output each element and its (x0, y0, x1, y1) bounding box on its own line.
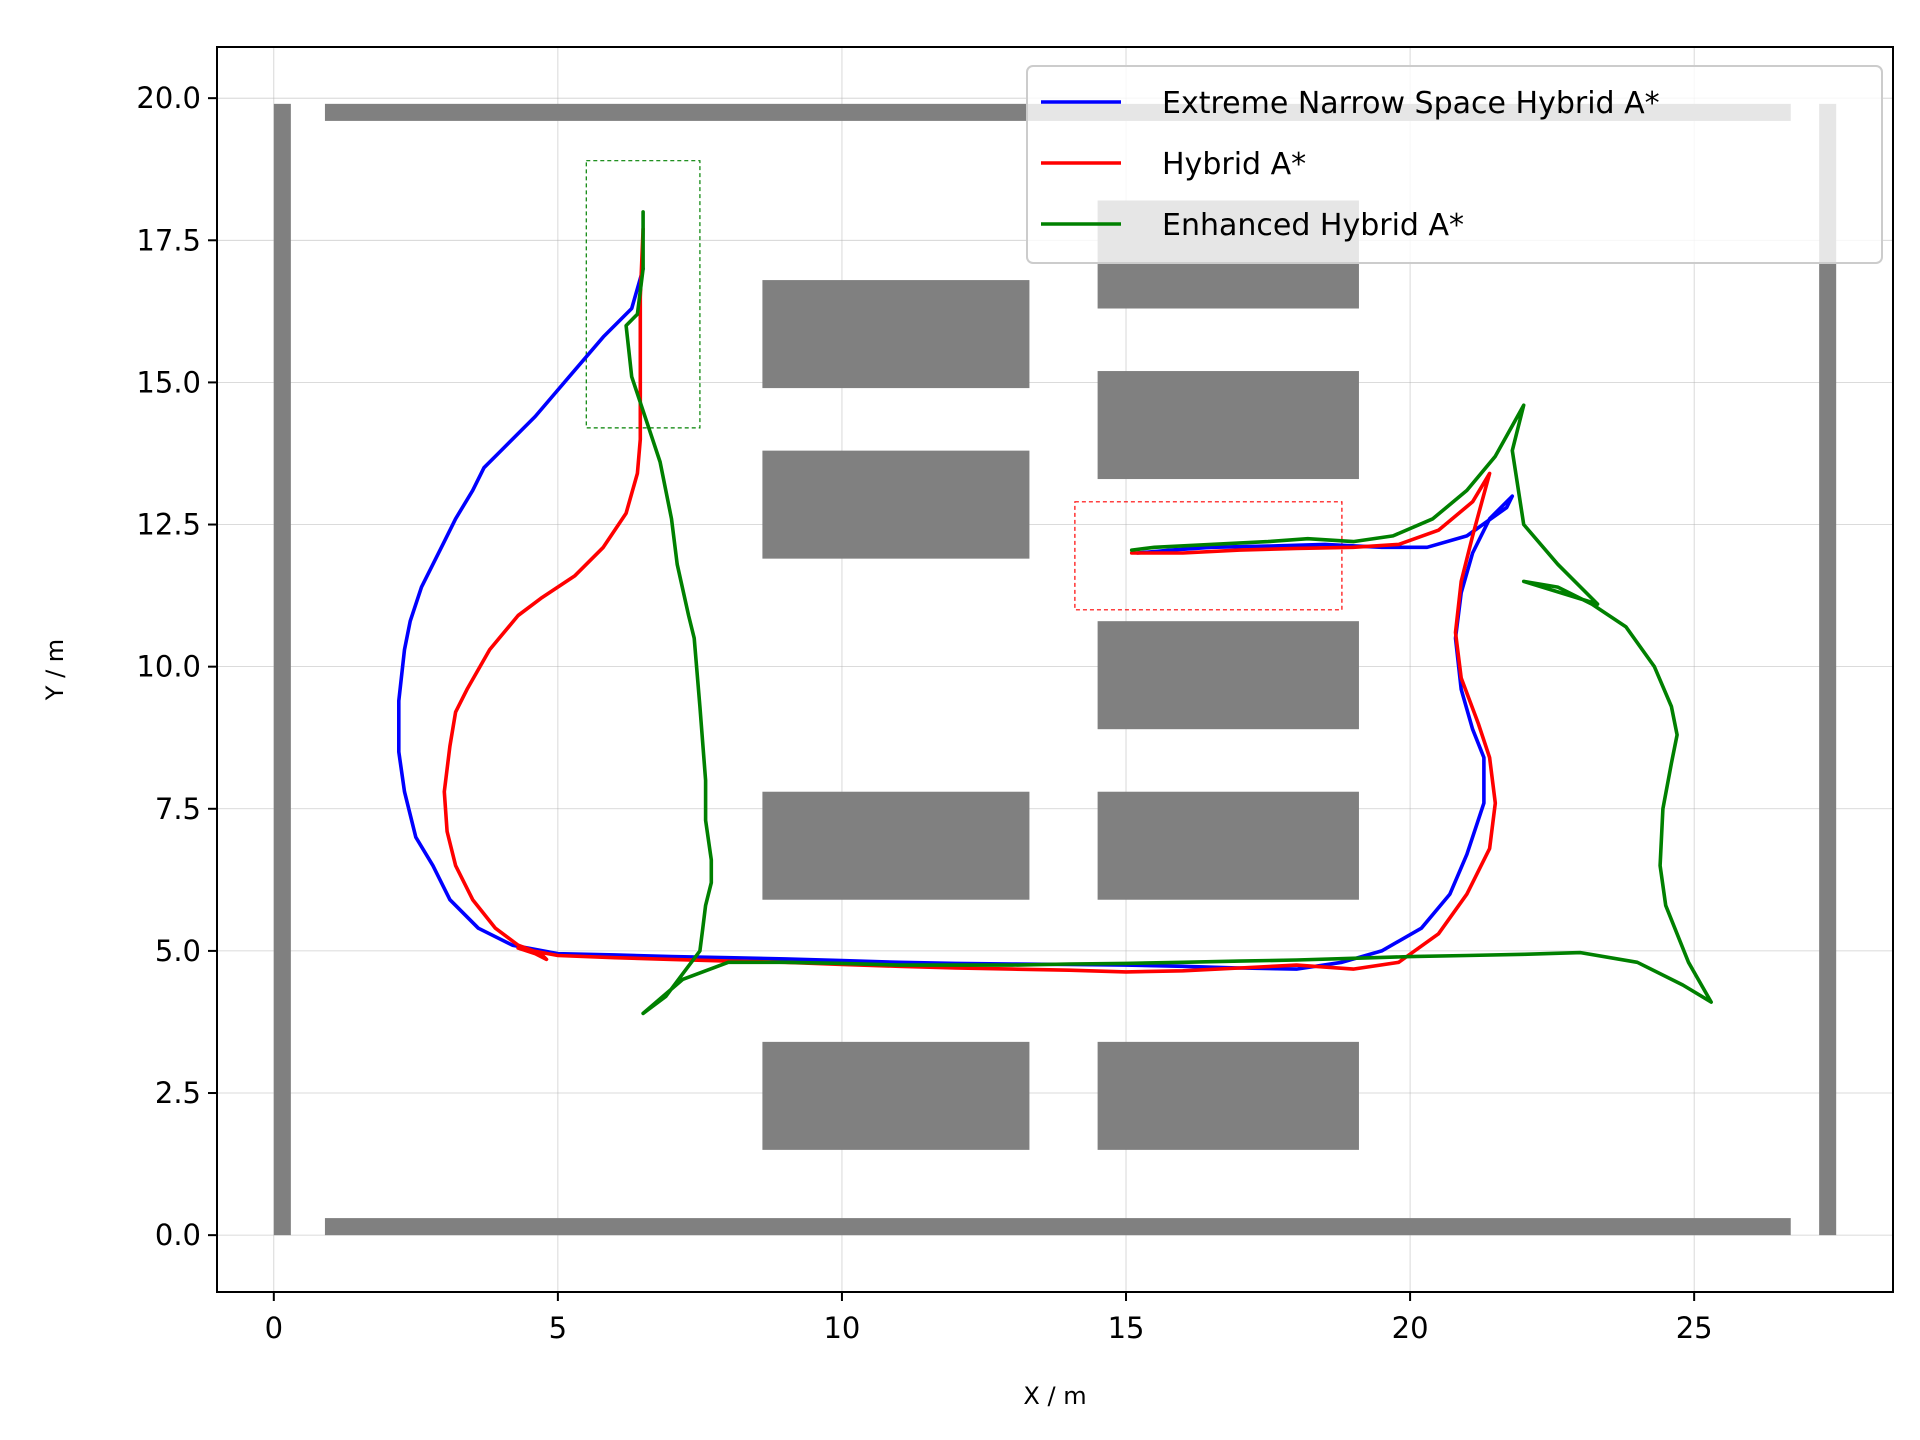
series-line (624, 210, 1713, 1016)
ticks: 0 5 10 15 20 25 0.0 2.5 5.0 7.5 10.0 12.5 15.0 17.5 20… (136, 81, 1712, 1345)
y-tick-label: 20.0 (136, 81, 201, 115)
legend-label: Extreme Narrow Space Hybrid A* (1162, 86, 1660, 121)
obstacle (762, 791, 1030, 900)
x-tick-label: 25 (1676, 1311, 1713, 1345)
highlight-regions (585, 160, 1343, 611)
y-tick-label: 0.0 (155, 1218, 201, 1252)
y-tick-label: 5.0 (155, 934, 201, 968)
highlight-region (1074, 501, 1343, 611)
plot-frame (216, 46, 1894, 1293)
obstacle (273, 103, 291, 1236)
y-tick-label: 10.0 (136, 650, 201, 684)
x-tick-label: 0 (265, 1311, 283, 1345)
y-tick-label: 12.5 (136, 508, 201, 542)
x-tick-label: 10 (823, 1311, 860, 1345)
obstacle (762, 450, 1030, 559)
obstacle (324, 1218, 1791, 1236)
x-tick-label: 15 (1108, 1311, 1145, 1345)
legend-label: Enhanced Hybrid A* (1162, 208, 1464, 243)
x-axis-label: X / m (1023, 1382, 1086, 1410)
obstacle (1097, 371, 1359, 480)
obstacle (762, 280, 1030, 389)
series-lines (396, 210, 1713, 1016)
y-axis-label: Y / m (41, 639, 69, 701)
highlight-region (585, 160, 701, 429)
x-tick-label: 20 (1392, 1311, 1429, 1345)
obstacle (1097, 1041, 1359, 1150)
obstacle (1097, 621, 1359, 730)
legend-label: Hybrid A* (1162, 147, 1306, 182)
y-tick-label: 15.0 (136, 365, 201, 399)
y-tick-label: 2.5 (155, 1076, 201, 1110)
obstacle (762, 1041, 1030, 1150)
obstacle (1097, 791, 1359, 900)
obstacle (1819, 103, 1837, 1236)
y-tick-label: 17.5 (136, 223, 201, 257)
legend-box (1026, 65, 1883, 264)
x-tick-label: 5 (549, 1311, 567, 1345)
legend: Extreme Narrow Space Hybrid A* Hybrid A* E… (1026, 65, 1883, 264)
y-tick-label: 7.5 (155, 792, 201, 826)
